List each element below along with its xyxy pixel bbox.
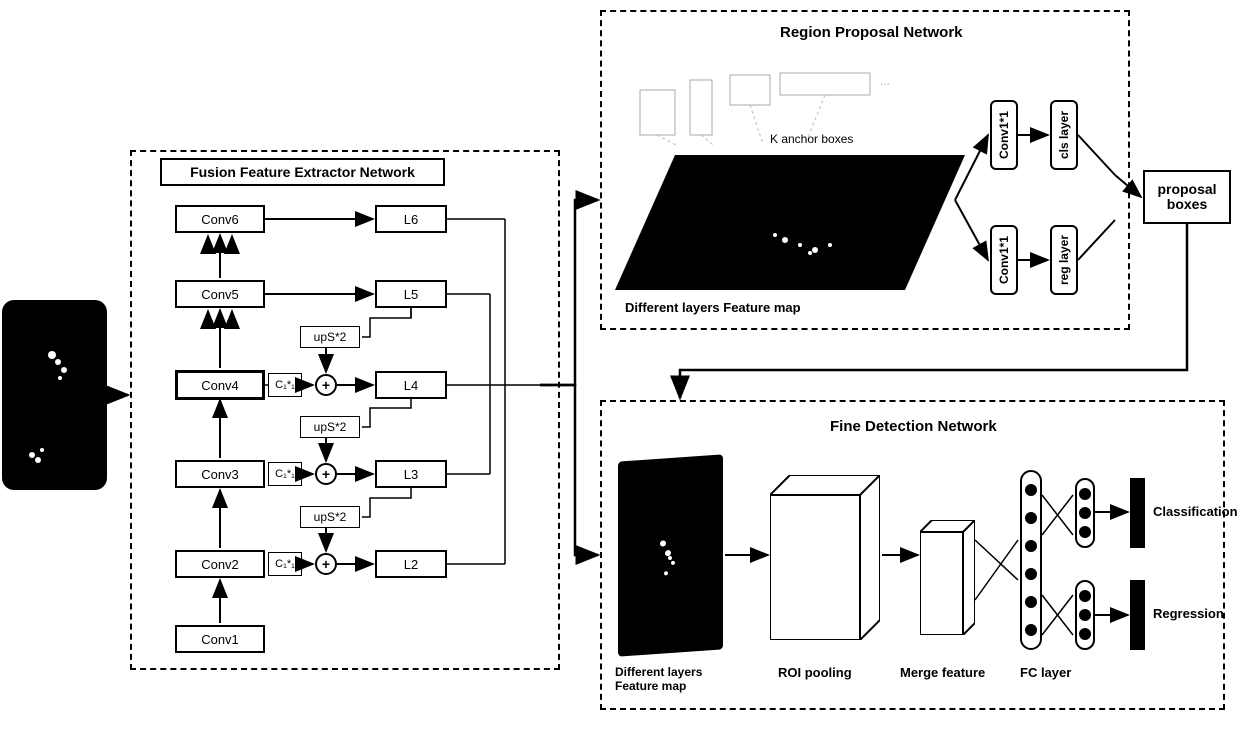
conv3: Conv3 xyxy=(175,460,265,488)
l5-label: L5 xyxy=(404,287,418,302)
rpn-reg: reg layer xyxy=(1050,225,1078,295)
conv5-label: Conv5 xyxy=(201,287,239,302)
ups-4-label: upS*2 xyxy=(314,420,347,434)
c1x1-3-label: C₁*₁ xyxy=(275,468,295,480)
merge-cuboid xyxy=(920,520,975,635)
conv1: Conv1 xyxy=(175,625,265,653)
l3: L3 xyxy=(375,460,447,488)
proposal-boxes: proposal boxes xyxy=(1143,170,1231,224)
c1x1-4: C₁*₁ xyxy=(268,373,302,397)
fc-col-cls xyxy=(1075,478,1095,548)
l3-label: L3 xyxy=(404,467,418,482)
l4-label: L4 xyxy=(404,378,418,393)
plus-3: + xyxy=(315,463,337,485)
conv4-label: Conv4 xyxy=(201,378,239,393)
rpn-conv-a: Conv1*1 xyxy=(990,100,1018,170)
svg-text:...: ... xyxy=(880,74,890,88)
ups-3: upS*2 xyxy=(300,506,360,528)
conv4: Conv4 xyxy=(175,370,265,400)
rpn-cls: cls layer xyxy=(1050,100,1078,170)
ups-5-label: upS*2 xyxy=(314,330,347,344)
c1x1-2-label: C₁*₁ xyxy=(275,558,295,570)
plus-4: + xyxy=(315,374,337,396)
fdn-feature-map xyxy=(618,454,723,656)
roi-cuboid xyxy=(770,475,880,640)
c1x1-2: C₁*₁ xyxy=(268,552,302,576)
anchors-label: K anchor boxes xyxy=(770,132,853,146)
plus-2: + xyxy=(315,553,337,575)
fdn-title: Fine Detection Network xyxy=(830,418,997,435)
classification-bar xyxy=(1130,478,1145,548)
l2: L2 xyxy=(375,550,447,578)
conv1-label: Conv1 xyxy=(201,632,239,647)
ups-4: upS*2 xyxy=(300,416,360,438)
proposal-label2: boxes xyxy=(1167,197,1207,212)
regression-label: Regression xyxy=(1153,606,1224,621)
rpn-conv-a-label: Conv1*1 xyxy=(997,111,1011,159)
c1x1-3: C₁*₁ xyxy=(268,462,302,486)
rpn-reg-label: reg layer xyxy=(1057,235,1071,285)
rpn-conv-b-label: Conv1*1 xyxy=(997,236,1011,284)
conv2-label: Conv2 xyxy=(201,557,239,572)
l6-label: L6 xyxy=(404,212,418,227)
conv6: Conv6 xyxy=(175,205,265,233)
classification-label: Classification xyxy=(1153,504,1238,519)
c1x1-4-label: C₁*₁ xyxy=(275,379,295,391)
fc-label: FC layer xyxy=(1020,665,1071,680)
ffen-title-box: Fusion Feature Extractor Network xyxy=(160,158,445,186)
ups-3-label: upS*2 xyxy=(314,510,347,524)
conv6-label: Conv6 xyxy=(201,212,239,227)
ffen-title: Fusion Feature Extractor Network xyxy=(190,164,415,180)
l2-label: L2 xyxy=(404,557,418,572)
fc-col-main xyxy=(1020,470,1042,650)
proposal-label1: proposal xyxy=(1157,182,1216,197)
rpn-title: Region Proposal Network xyxy=(780,24,963,41)
ups-5: upS*2 xyxy=(300,326,360,348)
fdn-feature-label: Different layersFeature map xyxy=(615,665,735,694)
merge-label: Merge feature xyxy=(900,665,985,680)
l4: L4 xyxy=(375,371,447,399)
input-image xyxy=(2,300,107,490)
rpn-feature-map xyxy=(615,145,975,305)
l6: L6 xyxy=(375,205,447,233)
rpn-cls-label: cls layer xyxy=(1057,111,1071,159)
conv3-label: Conv3 xyxy=(201,467,239,482)
fc-col-reg xyxy=(1075,580,1095,650)
conv5: Conv5 xyxy=(175,280,265,308)
roi-label: ROI pooling xyxy=(778,665,852,680)
l5: L5 xyxy=(375,280,447,308)
regression-bar xyxy=(1130,580,1145,650)
rpn-feature-label: Different layers Feature map xyxy=(625,300,801,315)
conv2: Conv2 xyxy=(175,550,265,578)
rpn-conv-b: Conv1*1 xyxy=(990,225,1018,295)
